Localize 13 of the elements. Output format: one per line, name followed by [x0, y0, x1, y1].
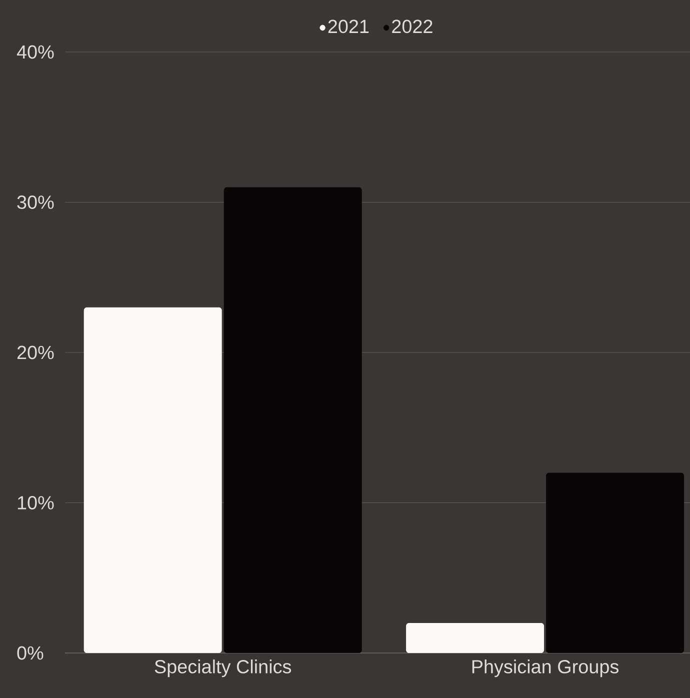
legend-label: 2022 — [392, 20, 432, 34]
y-tick-label: 20% — [17, 346, 54, 360]
bar — [224, 187, 362, 653]
x-tick-label: Physician Groups — [472, 660, 618, 678]
y-tick-label: 10% — [18, 496, 54, 510]
bar — [84, 307, 222, 653]
x-tick-label: Specialty Clinics — [154, 660, 291, 678]
legend-label: 2021 — [328, 20, 368, 34]
y-tick-label: 40% — [16, 45, 54, 59]
bar — [546, 472, 684, 653]
bar — [406, 622, 544, 653]
y-tick-label: 30% — [17, 196, 54, 209]
y-tick-label: 0% — [17, 646, 44, 660]
